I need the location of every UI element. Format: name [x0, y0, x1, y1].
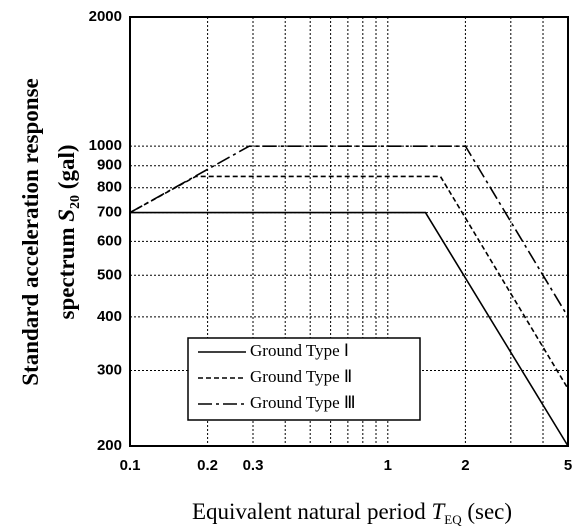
y-tick-label: 600 — [97, 232, 122, 249]
x-tick-label: 1 — [384, 457, 392, 474]
plot-frame — [129, 16, 569, 447]
x-tick-label: 0.3 — [243, 457, 264, 474]
y-label-unit: (gal) — [54, 145, 79, 195]
x-label-text: Equivalent natural period — [192, 499, 432, 524]
y-axis-label: Standard acceleration response spectrum … — [18, 78, 83, 386]
y-tick-label: 200 — [97, 437, 122, 454]
legend: Ground Type Ⅰ Ground Type Ⅱ Ground Type Ⅲ — [187, 337, 421, 421]
legend-label: Ground Type Ⅲ — [250, 393, 356, 412]
x-axis-label: Equivalent natural period TEQ (sec) — [192, 499, 512, 527]
y-label-line2: spectrum S20 (gal) — [54, 145, 83, 320]
x-tick-label: 5 — [564, 457, 572, 474]
y-label-line1: Standard acceleration response — [18, 78, 43, 386]
y-tick-label: 500 — [97, 266, 122, 283]
series-line — [130, 211, 569, 447]
y-label-symbol: S — [54, 209, 79, 222]
y-tick-label: 800 — [97, 179, 122, 196]
y-tick-label: 400 — [97, 308, 122, 325]
y-tick-label: 700 — [97, 204, 122, 221]
y-tick-label: 300 — [97, 361, 122, 378]
x-tick-label: 0.2 — [197, 457, 218, 474]
y-tick-label: 900 — [97, 157, 122, 174]
legend-label: Ground Type Ⅱ — [250, 367, 352, 386]
y-tick-label: 2000 — [89, 8, 122, 25]
x-tick-label: 0.1 — [120, 457, 141, 474]
x-label-subscript: EQ — [444, 512, 462, 527]
series-line — [129, 175, 569, 390]
x-label-symbol: T — [431, 499, 446, 524]
legend-label: Ground Type Ⅰ — [250, 341, 349, 360]
x-tick-label: 2 — [461, 457, 469, 474]
series-line — [129, 145, 569, 318]
y-label-text: spectrum — [54, 222, 79, 320]
x-label-unit: (sec) — [462, 499, 512, 524]
y-tick-label: 1000 — [89, 137, 122, 154]
y-label-subscript: 20 — [68, 195, 83, 209]
